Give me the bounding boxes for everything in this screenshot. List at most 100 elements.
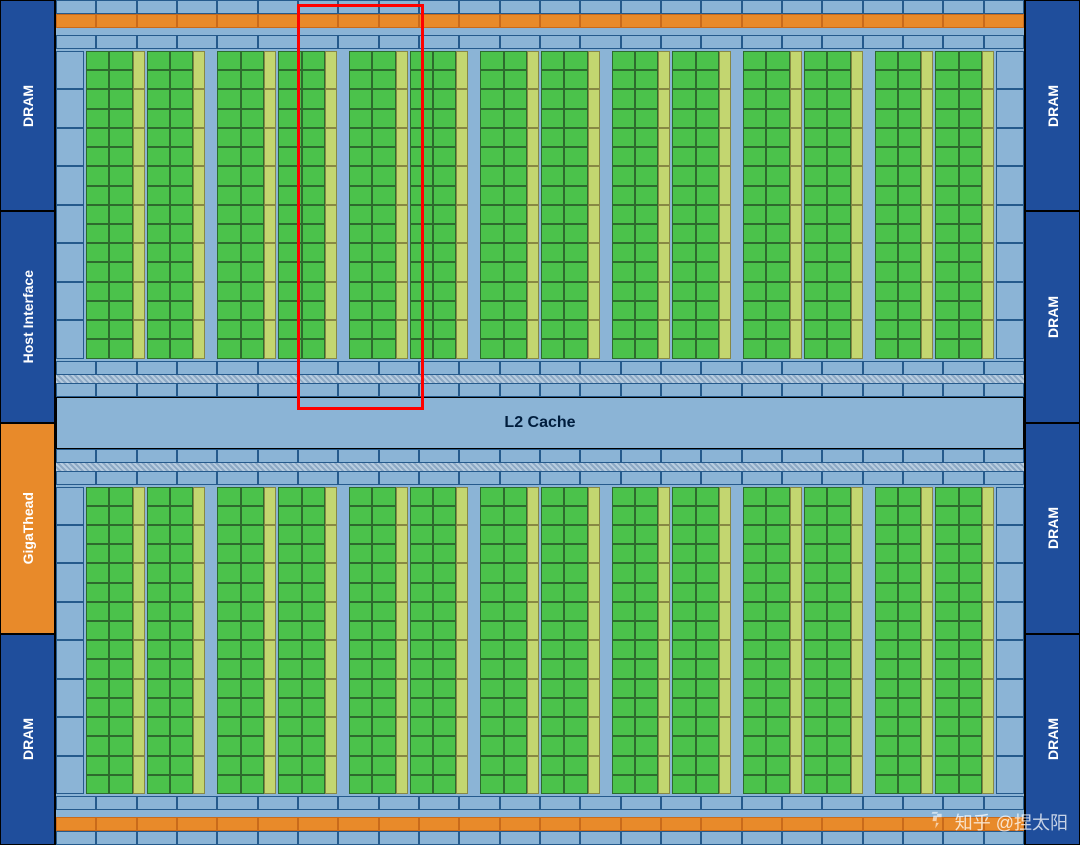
cuda-core xyxy=(241,51,264,70)
cuda-core xyxy=(898,224,921,243)
cuda-core xyxy=(217,487,240,506)
cuda-core xyxy=(217,640,240,659)
cuda-core xyxy=(372,243,395,262)
sm-half xyxy=(672,51,731,359)
cuda-core xyxy=(147,147,170,166)
cuda-core xyxy=(541,243,564,262)
cuda-core xyxy=(635,679,658,698)
cuda-core xyxy=(541,544,564,563)
cuda-core xyxy=(898,525,921,544)
l2-cache: L2 Cache xyxy=(56,397,1024,449)
cuda-core xyxy=(696,205,719,224)
cuda-core xyxy=(147,262,170,281)
cuda-core xyxy=(564,301,587,320)
cuda-core xyxy=(278,698,301,717)
cuda-core xyxy=(170,243,193,262)
cuda-core xyxy=(278,70,301,89)
cuda-core xyxy=(875,128,898,147)
cuda-core xyxy=(278,243,301,262)
cuda-core xyxy=(170,563,193,582)
cuda-core xyxy=(241,339,264,358)
cuda-core xyxy=(804,525,827,544)
sm-special-column xyxy=(396,487,408,795)
side-block-label: DRAM xyxy=(1045,296,1061,338)
cuda-core xyxy=(696,147,719,166)
cuda-core xyxy=(635,544,658,563)
cuda-core xyxy=(875,282,898,301)
thin-stripe xyxy=(56,463,1024,471)
sm-half xyxy=(217,487,276,795)
cuda-core xyxy=(898,262,921,281)
cuda-core xyxy=(480,736,503,755)
gpc-bottom xyxy=(56,449,1024,845)
cuda-core xyxy=(349,186,372,205)
cuda-core xyxy=(372,224,395,243)
cuda-core xyxy=(504,339,527,358)
cuda-core xyxy=(827,243,850,262)
cuda-core xyxy=(433,282,456,301)
sm-half xyxy=(875,487,934,795)
cuda-core xyxy=(170,147,193,166)
cuda-core xyxy=(349,506,372,525)
cuda-core xyxy=(827,147,850,166)
cuda-core xyxy=(898,109,921,128)
cuda-core xyxy=(935,717,958,736)
cuda-core xyxy=(959,736,982,755)
sm-cluster xyxy=(215,51,338,359)
cuda-core xyxy=(433,775,456,794)
cuda-core xyxy=(541,736,564,755)
cuda-core xyxy=(766,506,789,525)
cuda-core xyxy=(804,282,827,301)
cuda-core xyxy=(504,301,527,320)
cuda-core xyxy=(217,147,240,166)
side-block-label: Host Interface xyxy=(20,270,36,363)
cuda-core xyxy=(541,205,564,224)
cuda-core xyxy=(935,583,958,602)
cuda-core xyxy=(898,775,921,794)
cuda-core xyxy=(827,659,850,678)
cuda-core xyxy=(564,621,587,640)
cuda-core xyxy=(875,736,898,755)
cuda-core xyxy=(217,89,240,108)
cuda-core xyxy=(217,51,240,70)
cuda-core xyxy=(635,166,658,185)
cuda-core xyxy=(349,621,372,640)
cuda-core xyxy=(696,320,719,339)
cuda-core xyxy=(372,717,395,736)
cuda-core xyxy=(827,583,850,602)
cuda-core xyxy=(278,563,301,582)
cuda-core xyxy=(875,544,898,563)
cuda-core xyxy=(766,301,789,320)
cuda-core xyxy=(372,736,395,755)
cuda-core xyxy=(217,621,240,640)
stripe-row xyxy=(56,796,1024,810)
cuda-core xyxy=(217,659,240,678)
cuda-core xyxy=(349,128,372,147)
cuda-core xyxy=(766,775,789,794)
cuda-core xyxy=(372,320,395,339)
cuda-core xyxy=(804,698,827,717)
cuda-core xyxy=(170,621,193,640)
cuda-core xyxy=(612,262,635,281)
cuda-core xyxy=(372,756,395,775)
cuda-core xyxy=(170,698,193,717)
sm-special-column xyxy=(133,51,145,359)
cuda-core xyxy=(541,262,564,281)
cuda-core xyxy=(612,487,635,506)
cuda-core xyxy=(635,128,658,147)
cuda-core xyxy=(86,243,109,262)
cuda-core xyxy=(109,563,132,582)
cuda-core xyxy=(612,186,635,205)
cuda-core xyxy=(541,775,564,794)
cuda-core xyxy=(541,109,564,128)
sm-special-column xyxy=(851,51,863,359)
cuda-core xyxy=(827,775,850,794)
cuda-core xyxy=(804,775,827,794)
cuda-core xyxy=(935,205,958,224)
cuda-core xyxy=(612,506,635,525)
cuda-core xyxy=(302,186,325,205)
cuda-core xyxy=(86,301,109,320)
cuda-core xyxy=(875,147,898,166)
cuda-core xyxy=(109,339,132,358)
cuda-core xyxy=(827,186,850,205)
